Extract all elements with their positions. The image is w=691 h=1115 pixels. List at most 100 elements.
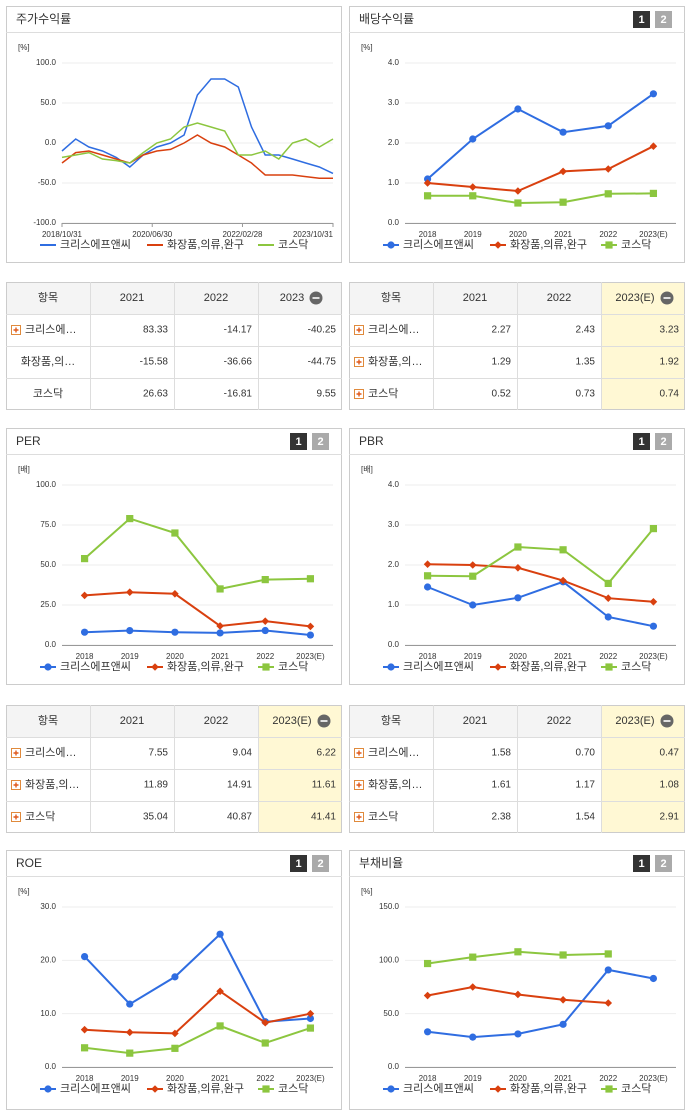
x-tick-label: 2020/06/30 [132, 230, 173, 239]
x-tick-label: 2023/10/31 [293, 230, 334, 239]
data-point [216, 629, 224, 637]
data-point [80, 628, 89, 636]
value-cell: 1.08 [660, 780, 680, 791]
x-tick-label: 2019 [464, 230, 482, 239]
page-button-label[interactable]: 1 [295, 436, 301, 448]
page-button[interactable] [290, 855, 307, 872]
page-button[interactable] [633, 11, 650, 28]
page-button[interactable] [633, 433, 650, 450]
row-label[interactable]: 크리스에… [368, 323, 419, 336]
page-button-label[interactable]: 1 [638, 858, 644, 870]
row-label[interactable]: 코스닥 [25, 810, 55, 823]
row-label[interactable]: 코스닥 [368, 387, 398, 400]
value-cell: -16.81 [224, 389, 253, 400]
page-button[interactable] [312, 433, 329, 450]
y-tick-label: 100.0 [36, 58, 57, 67]
x-tick-label: 2022 [256, 1074, 274, 1083]
page-button[interactable] [655, 433, 672, 450]
expand-icon-plus[interactable] [13, 782, 19, 788]
page-button[interactable] [633, 855, 650, 872]
page-button-label[interactable]: 2 [317, 858, 323, 870]
row-label[interactable]: 크리스에… [368, 746, 419, 759]
legend-label: 화장품,의류,완구 [510, 238, 587, 251]
y-tick-label: 75.0 [40, 520, 56, 529]
panel [6, 6, 342, 263]
page-button[interactable] [655, 11, 672, 28]
expand-icon-plus[interactable] [356, 391, 362, 397]
x-tick-label: 2020 [166, 652, 184, 661]
value-cell: 1.61 [492, 780, 512, 791]
expand-icon-plus[interactable] [13, 814, 19, 820]
page-button-label[interactable]: 2 [660, 858, 666, 870]
page-button[interactable] [312, 855, 329, 872]
data-point [649, 189, 658, 197]
data-point [469, 192, 477, 200]
data-point [649, 974, 658, 983]
row-label[interactable]: 크리스에… [25, 323, 76, 336]
expand-icon-plus[interactable] [356, 359, 362, 365]
legend-label: 코스닥 [621, 660, 651, 673]
header-bg [6, 705, 258, 737]
y-tick-label: 20.0 [40, 955, 56, 964]
panel [349, 428, 685, 685]
page-button-label[interactable]: 1 [295, 858, 301, 870]
legend-label: 코스닥 [621, 1082, 651, 1095]
value-cell: 9.55 [317, 389, 337, 400]
legend-marker [387, 1085, 395, 1093]
data-point [514, 187, 522, 195]
row-label[interactable]: 화장품,의… [368, 778, 423, 791]
data-point [469, 135, 477, 143]
data-point [514, 564, 522, 572]
page-button[interactable] [655, 855, 672, 872]
legend-marker [494, 1085, 502, 1093]
data-point [261, 626, 269, 635]
page-button-label[interactable]: 1 [638, 436, 644, 448]
x-tick-label: 2020 [509, 652, 527, 661]
data-point [216, 622, 224, 630]
panel [349, 6, 685, 263]
x-tick-label: 2023(E) [639, 230, 668, 239]
row-label[interactable]: 크리스에… [25, 746, 76, 759]
expand-icon-plus[interactable] [356, 782, 362, 788]
x-tick-label: 2022 [256, 652, 274, 661]
legend-marker [494, 241, 502, 249]
value-cell: -14.17 [224, 325, 253, 336]
page-button-label[interactable]: 2 [317, 436, 323, 448]
value-cell: 40.87 [227, 812, 252, 823]
value-cell: 11.61 [312, 780, 337, 791]
value-cell: 11.89 [144, 780, 169, 791]
y-tick-label: 1.0 [388, 600, 400, 609]
row-label[interactable]: 코스닥 [368, 810, 398, 823]
x-tick-label: 2020 [509, 230, 527, 239]
row-label[interactable]: 화장품,의… [368, 355, 423, 368]
expand-icon-plus[interactable] [356, 327, 362, 333]
row-label[interactable]: 화장품,의… [25, 778, 80, 791]
expand-icon-plus[interactable] [13, 327, 19, 333]
y-tick-label: 1.0 [388, 178, 400, 187]
data-point [126, 627, 134, 635]
data-point [604, 594, 613, 602]
page-button-label[interactable]: 2 [660, 14, 666, 26]
expand-icon-plus[interactable] [13, 750, 19, 756]
data-point [559, 167, 567, 176]
data-point [261, 617, 270, 625]
legend-label: 화장품,의류,완구 [167, 660, 244, 673]
page-button-label[interactable]: 2 [660, 436, 666, 448]
legend-label: 코스닥 [621, 238, 651, 251]
data-point [559, 198, 567, 206]
y-tick-label: 0.0 [388, 218, 400, 227]
data-point [604, 190, 612, 198]
data-point [514, 594, 522, 602]
page-button-label[interactable]: 1 [638, 14, 644, 26]
data-point [469, 572, 477, 580]
value-cell: 1.54 [576, 812, 596, 823]
header-cell: 항목 [381, 714, 401, 727]
value-cell: 2.91 [660, 812, 680, 823]
y-tick-label: 10.0 [40, 1009, 56, 1018]
value-cell: -40.25 [308, 325, 337, 336]
expand-icon-plus[interactable] [356, 814, 362, 820]
expand-icon-plus[interactable] [356, 750, 362, 756]
page-button[interactable] [290, 433, 307, 450]
data-point [171, 1029, 179, 1038]
x-tick-label: 2019 [464, 652, 482, 661]
